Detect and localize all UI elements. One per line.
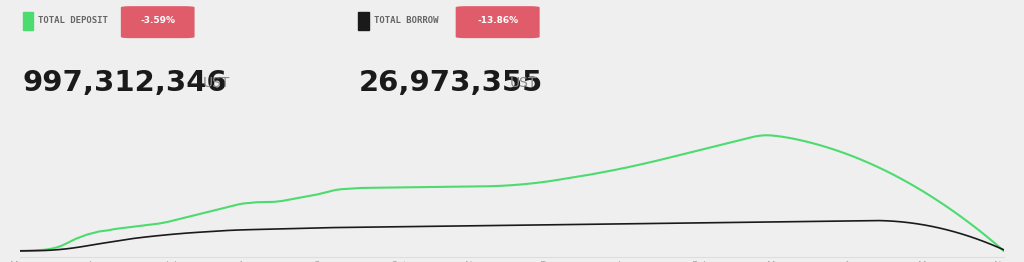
Text: 26,973,355: 26,973,355 bbox=[358, 68, 543, 96]
Text: TOTAL DEPOSIT: TOTAL DEPOSIT bbox=[38, 17, 108, 25]
Bar bbox=[358, 12, 369, 30]
Text: TOTAL BORROW: TOTAL BORROW bbox=[374, 17, 438, 25]
Text: 997,312,346: 997,312,346 bbox=[23, 68, 227, 96]
Bar bbox=[23, 12, 33, 30]
FancyBboxPatch shape bbox=[121, 6, 195, 38]
Text: -13.86%: -13.86% bbox=[477, 17, 518, 25]
Text: -3.59%: -3.59% bbox=[140, 17, 175, 25]
Text: UST: UST bbox=[203, 75, 230, 90]
FancyBboxPatch shape bbox=[456, 6, 540, 38]
Text: UST: UST bbox=[510, 75, 538, 90]
